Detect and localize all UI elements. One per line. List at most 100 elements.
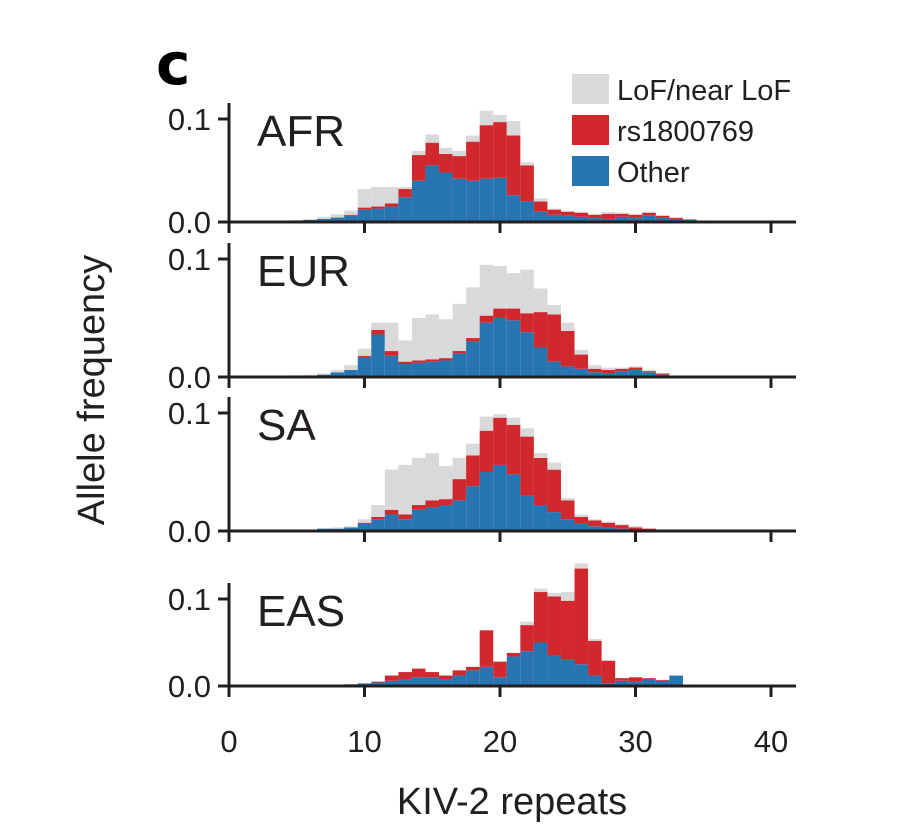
bar-sa-other-16 (439, 505, 453, 531)
bar-eur-lof-21 (506, 273, 521, 309)
bar-eas-other-31 (642, 679, 656, 686)
bar-eur-lof-9 (344, 365, 358, 370)
bar-afr-other-28 (601, 218, 616, 222)
bar-eas-rs-27 (588, 640, 602, 676)
bar-afr-lof-16 (439, 147, 453, 155)
bar-eur-lof-26 (574, 349, 589, 355)
bar-sa-other-23 (533, 505, 548, 531)
bar-eas-other-33 (669, 675, 683, 686)
bar-eas-other-13 (398, 679, 412, 686)
bar-eas-other-15 (425, 677, 440, 686)
bar-eas-other-25 (560, 659, 575, 686)
bar-afr-rs-34 (682, 219, 697, 220)
bar-afr-other-31 (642, 215, 656, 222)
panel-label: AFR (257, 107, 345, 156)
bar-eur-other-13 (398, 364, 412, 377)
bar-afr-rs-8 (330, 217, 345, 218)
bar-eas-rs-12 (384, 675, 399, 681)
bar-sa-rs-17 (452, 479, 467, 501)
bar-afr-lof-15 (425, 134, 440, 143)
bar-eur-lof-29 (615, 367, 629, 369)
bar-eur-other-19 (479, 322, 494, 377)
bar-eur-rs-13 (398, 361, 412, 365)
bar-afr-rs-18 (466, 141, 480, 181)
x-tick-label: 20 (483, 724, 517, 759)
bar-afr-other-16 (439, 172, 453, 222)
bar-eas-rs-28 (601, 660, 616, 684)
bar-eas-lof-23 (533, 588, 548, 593)
bar-afr-rs-19 (479, 125, 494, 179)
y-tick-label: 0.0 (168, 514, 211, 549)
bar-afr-other-7 (317, 218, 331, 222)
bar-afr-rs-23 (533, 201, 548, 212)
bar-eas-other-23 (533, 642, 548, 686)
bar-eur-rs-17 (452, 351, 467, 354)
bar-eas-rs-18 (466, 666, 480, 671)
bar-eas-rs-11 (371, 681, 385, 683)
bar-sa-other-24 (547, 512, 561, 531)
bar-eur-lof-16 (439, 319, 453, 359)
bar-afr-lof-13 (398, 186, 412, 190)
panel-afr: 0.0 0.1 AFR (168, 102, 796, 240)
y-tick-label: 0.1 (168, 396, 211, 431)
bar-sa-other-26 (574, 523, 589, 531)
legend-label-other: Other (617, 157, 690, 189)
bar-afr-lof-11 (371, 186, 385, 207)
bar-afr-rs-12 (384, 203, 399, 207)
bar-afr-lof-22 (520, 162, 534, 166)
bar-eas-other-21 (506, 656, 521, 686)
bar-afr-rs-28 (601, 213, 616, 219)
bar-eur-rs-29 (615, 368, 629, 372)
bar-afr-rs-14 (411, 155, 426, 181)
bar-afr-rs-25 (560, 211, 575, 216)
bar-eas-lof-28 (601, 659, 616, 661)
bar-eur-other-28 (601, 373, 616, 377)
bar-sa-lof-30 (628, 526, 643, 528)
x-tick-label: 40 (754, 724, 788, 759)
bar-sa-lof-14 (411, 457, 426, 506)
bar-sa-other-21 (506, 474, 521, 531)
bar-eas-other-22 (520, 651, 534, 686)
bar-sa-rs-11 (371, 516, 385, 520)
bar-afr-rs-13 (398, 189, 412, 198)
bar-eur-lof-8 (330, 369, 345, 373)
bar-afr-lof-6 (303, 218, 318, 220)
bar-eur-lof-14 (411, 318, 426, 361)
bar-eas-lof-22 (520, 621, 534, 626)
bar-afr-rs-33 (669, 217, 683, 219)
bar-eas-lof-24 (547, 592, 561, 597)
bar-afr-lof-32 (655, 214, 670, 216)
bar-eas-rs-23 (533, 592, 548, 643)
bar-eur-rs-16 (439, 358, 453, 361)
bar-afr-rs-10 (357, 207, 372, 210)
bar-sa-rs-29 (615, 525, 629, 529)
bar-afr-other-25 (560, 215, 575, 222)
panel-label: EUR (257, 247, 350, 296)
bar-afr-rs-31 (642, 212, 656, 216)
figure-letter: c (156, 30, 190, 98)
bar-eas-other-27 (588, 675, 602, 686)
y-tick-label: 0.1 (168, 102, 211, 137)
bar-eas-rs-30 (628, 677, 643, 682)
bar-sa-lof-19 (479, 416, 494, 431)
bar-afr-lof-18 (466, 135, 480, 142)
bar-sa-rs-13 (398, 514, 412, 520)
bar-afr-lof-19 (479, 110, 494, 126)
bar-afr-lof-17 (452, 150, 467, 157)
bar-afr-lof-10 (357, 189, 372, 208)
bar-afr-lof-31 (642, 211, 656, 213)
bar-sa-rs-22 (520, 436, 534, 496)
bar-eas-other-12 (384, 680, 399, 686)
bar-eur-lof-13 (398, 340, 412, 362)
bar-eur-rs-20 (493, 308, 507, 318)
bar-sa-rs-18 (466, 455, 480, 487)
bar-sa-rs-25 (560, 500, 575, 520)
bar-afr-other-8 (330, 217, 345, 222)
panel-sa: 0.0 0.1 SA (168, 396, 796, 549)
bar-afr-rs-17 (452, 156, 467, 179)
legend: LoF/near LoF rs1800769 Other (572, 74, 791, 189)
bar-sa-lof-26 (574, 514, 589, 517)
bar-eas-lof-26 (574, 563, 589, 569)
bar-eas-rs-22 (520, 625, 534, 652)
bar-sa-lof-11 (371, 505, 385, 517)
